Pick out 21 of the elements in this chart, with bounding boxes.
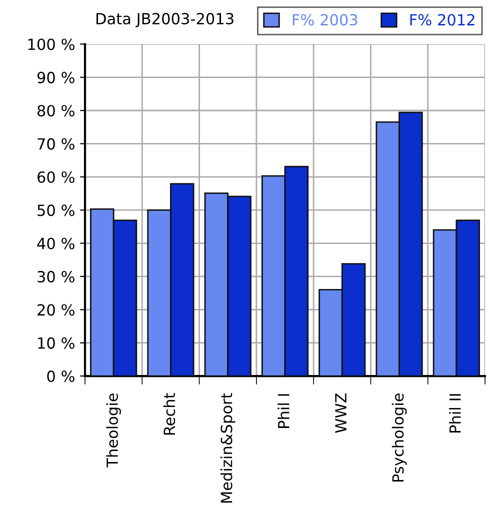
y-tick-label: 20 % [38,304,74,316]
x-tick-label: Phil I [278,394,290,428]
x-tick-label: WWZ [335,393,346,433]
y-tick-label: 50 % [38,204,74,216]
y-tick-label: 60 % [38,171,74,183]
x-tick-label: Theologie [106,394,121,468]
x-tick-label: Psychologie [392,394,407,482]
x-tick-label: Phil II [449,394,461,432]
x-tick-label: Recht [163,393,176,435]
legend-label: F% 2012 [410,14,474,26]
legend-label: F% 2003 [292,14,358,26]
y-tick-label: 90 % [37,72,74,84]
x-tick-label: Medizin&Sport [220,393,236,503]
y-tick-label: 30 % [38,270,74,282]
y-tick-label: 0 % [47,370,74,382]
y-tick-label: 10 % [38,337,74,349]
y-tick-label: 100 % [28,38,74,50]
y-tick-label: 40 % [37,238,74,250]
y-tick-label: 70 % [38,138,74,150]
chart-title: Data JB2003-2013 [96,12,234,28]
y-tick-label: 80 % [38,104,74,117]
